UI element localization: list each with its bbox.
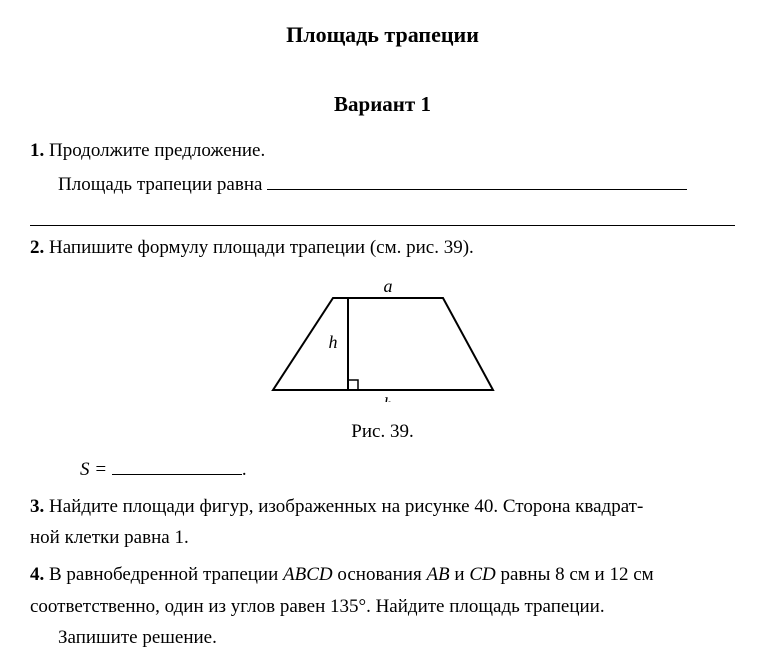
- figure-39: a b h: [30, 272, 735, 412]
- problem-1-text: Продолжите предложение.: [49, 140, 265, 161]
- problem-1-line1: Площадь трапеции равна: [30, 171, 735, 200]
- formula-lhs: S =: [80, 459, 107, 480]
- problem-4-text-1a: В равнобедренной трапеции: [49, 564, 283, 585]
- problem-4-text-line3: Запишите решение.: [30, 622, 735, 653]
- svg-text:b: b: [383, 394, 392, 402]
- trapezoid-diagram: a b h: [253, 272, 513, 402]
- blank-line-full: [30, 202, 735, 226]
- problem-4: 4. В равнобедренной трапеции ABCD основа…: [30, 559, 735, 653]
- formula-period: .: [242, 459, 247, 480]
- problem-4-text-1c: и: [450, 564, 470, 585]
- problem-4-cd: CD: [469, 564, 495, 585]
- main-title: Площадь трапеции: [30, 18, 735, 51]
- problem-4-text-1b: основания: [333, 564, 427, 585]
- problem-3: 3. Найдите площади фигур, изображенных н…: [30, 491, 735, 554]
- svg-text:a: a: [383, 276, 392, 296]
- problem-4-text-1d: равны 8 см и 12 см: [496, 564, 654, 585]
- blank-line-formula: [112, 456, 242, 475]
- blank-line-1: [267, 171, 687, 190]
- problem-4-ab: AB: [426, 564, 449, 585]
- problem-1-prefix: Площадь трапеции равна: [58, 174, 262, 195]
- figure-39-caption: Рис. 39.: [30, 418, 735, 447]
- problem-1: 1. Продолжите предложение.: [30, 137, 735, 166]
- formula-line: S = .: [30, 456, 735, 485]
- problem-3-number: 3.: [30, 496, 44, 517]
- svg-text:h: h: [328, 332, 337, 352]
- variant-title: Вариант 1: [30, 89, 735, 121]
- problem-4-abcd: ABCD: [283, 564, 333, 585]
- problem-2-number: 2.: [30, 237, 44, 258]
- problem-1-number: 1.: [30, 140, 44, 161]
- problem-4-text-line2: соответственно, один из углов равен 135°…: [30, 596, 605, 617]
- problem-3-text-line1: Найдите площади фигур, изображенных на р…: [49, 496, 643, 517]
- problem-4-number: 4.: [30, 564, 44, 585]
- problem-3-text-line2: ной клетки равна 1.: [30, 527, 189, 548]
- problem-2: 2. Напишите формулу площади трапеции (см…: [30, 234, 735, 263]
- problem-2-text: Напишите формулу площади трапеции (см. р…: [49, 237, 474, 258]
